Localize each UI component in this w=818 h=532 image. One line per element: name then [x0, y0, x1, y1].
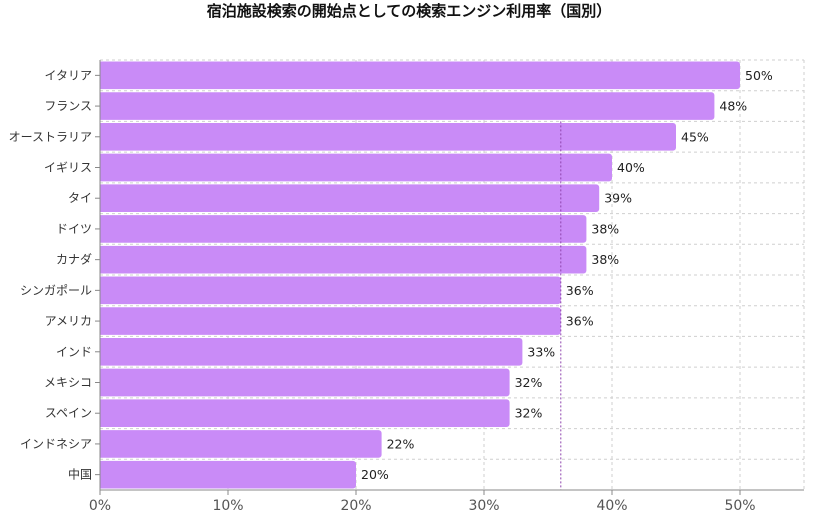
category-label-4: タイ [68, 191, 92, 205]
category-label-6: カナダ [56, 252, 92, 267]
bar-3 [100, 153, 612, 182]
category-label-1: フランス [44, 99, 92, 113]
bar-7 [100, 276, 561, 305]
bar-2 [100, 122, 676, 151]
bar-5 [100, 215, 587, 243]
axes: イタリアフランスオーストラリアイギリスタイドイツカナダシンガポールアメリカインド… [9, 60, 804, 514]
value-label-12: 22% [387, 436, 415, 451]
bar-6 [100, 245, 587, 274]
value-label-0: 50% [745, 68, 773, 83]
category-label-13: 中国 [68, 467, 92, 482]
value-label-1: 48% [719, 99, 747, 114]
x-tick-label-3: 30% [468, 498, 499, 514]
x-tick-label-0: 0% [89, 498, 111, 514]
value-label-9: 33% [527, 344, 555, 359]
bar-0 [100, 61, 740, 90]
category-label-12: インドネシア [20, 437, 92, 451]
value-label-6: 38% [591, 252, 619, 267]
bar-13 [100, 460, 356, 489]
value-label-4: 39% [604, 191, 632, 206]
bar-11 [100, 399, 510, 428]
x-tick-label-4: 40% [596, 498, 627, 514]
bar-9 [100, 337, 523, 366]
bar-12 [100, 430, 382, 458]
value-label-10: 32% [515, 375, 543, 390]
value-label-7: 36% [566, 283, 594, 298]
value-label-8: 36% [566, 314, 594, 329]
value-label-13: 20% [361, 467, 389, 482]
bar-8 [100, 307, 561, 335]
chart-title: 宿泊施設検索の開始点としての検索エンジン利用率（国別） [207, 2, 612, 20]
category-label-10: メキシコ [44, 376, 92, 390]
category-label-2: オーストラリア [9, 130, 92, 144]
value-label-5: 38% [591, 221, 619, 236]
bars: 50% 48% 45% 40% 39% 38% 38% 36% 36% 33% 32% 32% 22% 2… [100, 61, 773, 489]
category-label-8: アメリカ [45, 314, 92, 328]
category-label-5: ドイツ [56, 222, 92, 236]
x-tick-label-5: 50% [724, 498, 755, 514]
category-label-0: イタリア [44, 68, 92, 82]
category-label-11: スペイン [45, 406, 92, 420]
value-label-3: 40% [617, 160, 645, 175]
bar-4 [100, 184, 600, 213]
value-label-2: 45% [681, 129, 709, 144]
category-label-7: シンガポール [20, 283, 92, 297]
value-label-11: 32% [515, 406, 543, 421]
x-tick-label-1: 10% [212, 498, 243, 514]
bar-1 [100, 92, 715, 120]
category-label-3: イギリス [44, 161, 92, 175]
category-label-9: インド [56, 345, 92, 359]
bar-10 [100, 368, 510, 397]
x-tick-label-2: 20% [340, 498, 371, 514]
